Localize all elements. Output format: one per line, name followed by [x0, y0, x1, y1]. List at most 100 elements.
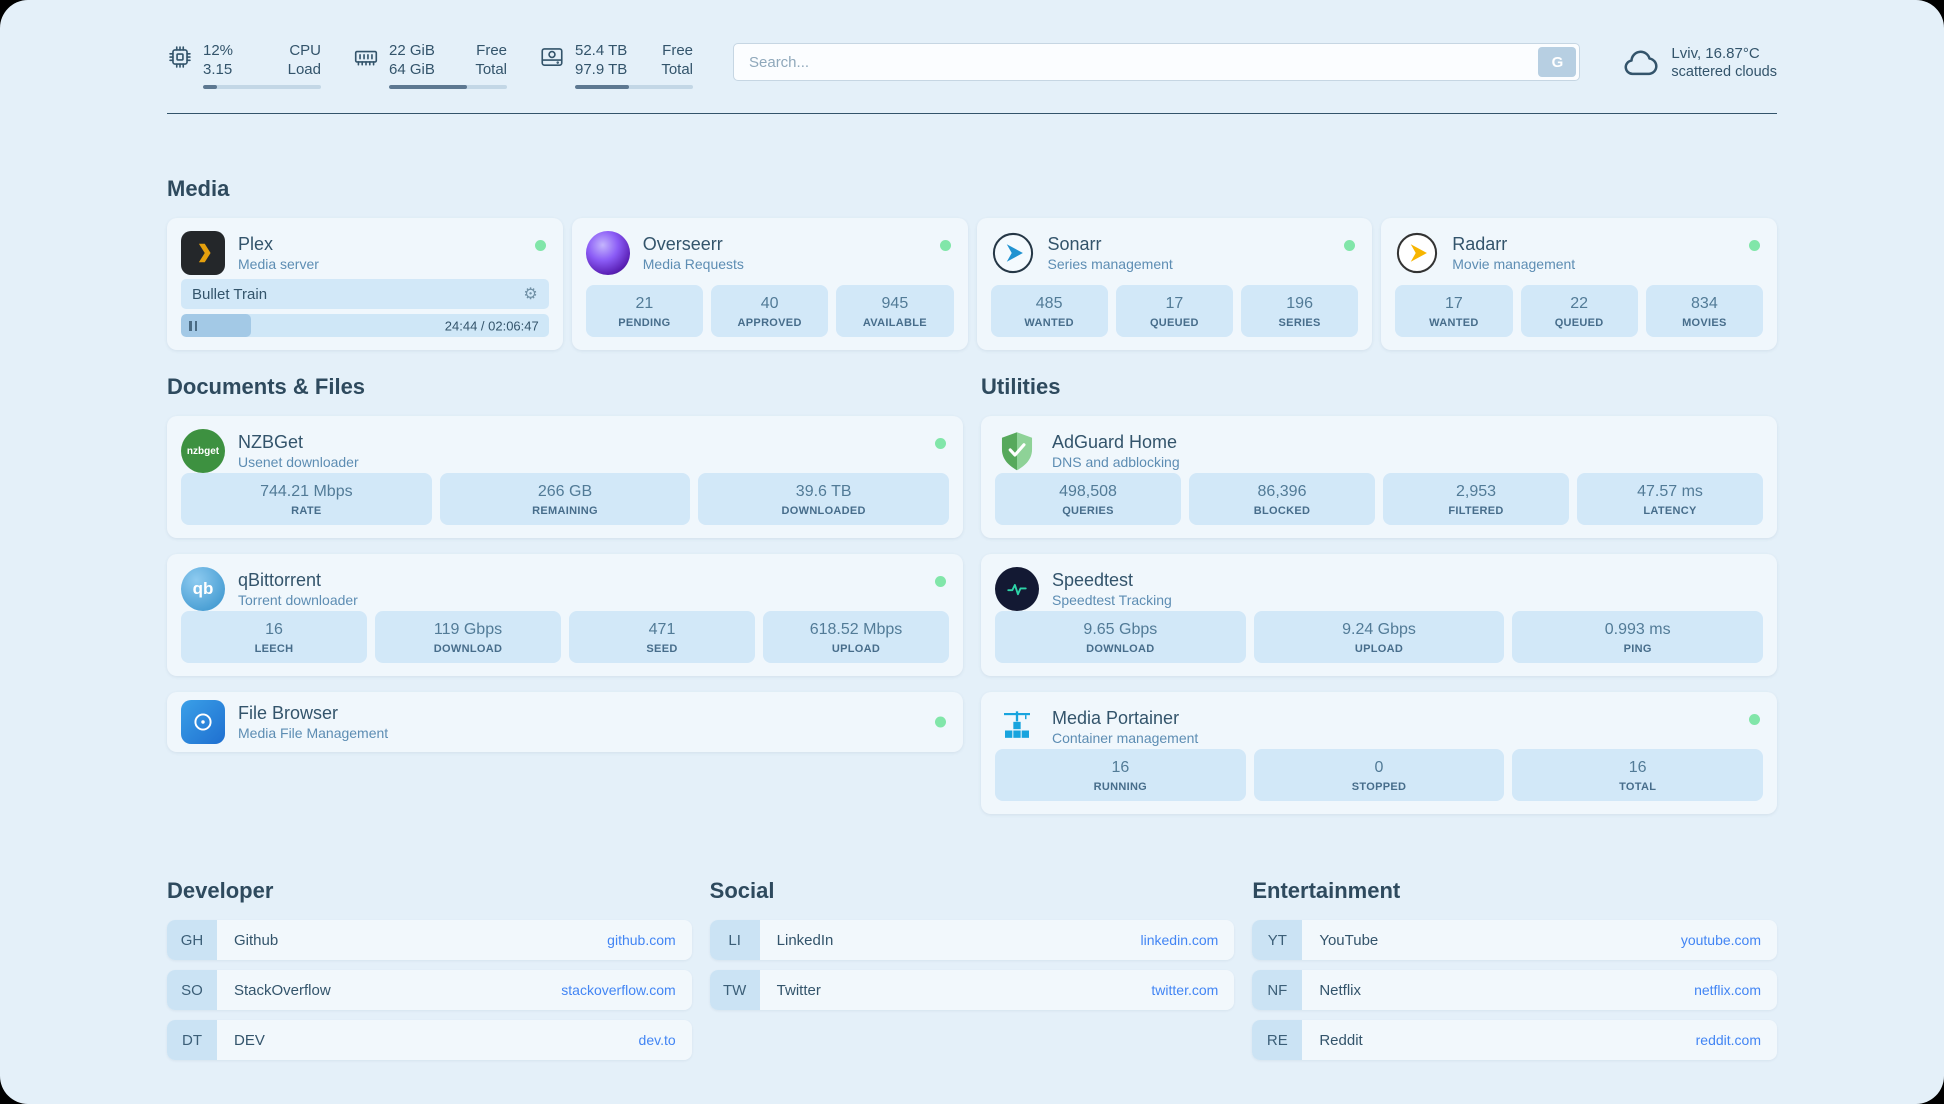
- stat-value: 16: [1111, 759, 1130, 776]
- bookmark-abbr: DT: [167, 1020, 217, 1060]
- weather-condition: scattered clouds: [1671, 64, 1777, 80]
- status-indicator: [935, 438, 946, 449]
- stat-value: 16: [1628, 759, 1647, 776]
- portainer-icon: [995, 705, 1039, 749]
- stat-label: STOPPED: [1351, 781, 1407, 793]
- cpu-usage-label: CPU: [289, 42, 321, 59]
- stat-block: 9.24 Gbps UPLOAD: [1253, 611, 1505, 663]
- status-indicator: [534, 240, 546, 251]
- stat-value: 744.21 Mbps: [260, 483, 353, 500]
- bookmark-group-entertainment: Entertainment YT YouTube youtube.com NF …: [1252, 878, 1777, 1070]
- service-card-filebrowser[interactable]: File Browser Media File Management: [167, 692, 963, 752]
- now-playing-widget: Bullet Train ⚙ 24:44 / 02:06:47: [181, 279, 549, 337]
- disk-progress-fill: [575, 85, 630, 89]
- stat-block: 0 STOPPED: [1253, 749, 1505, 801]
- service-name: Plex: [238, 234, 274, 254]
- stat-block: 618.52 Mbps UPLOAD: [763, 611, 949, 663]
- bookmark-abbr: TW: [709, 970, 760, 1010]
- disk-total-value: 97.9 TB: [575, 61, 628, 78]
- stat-block: 196 SERIES: [1241, 285, 1359, 337]
- stat-label: APPROVED: [737, 317, 802, 329]
- memory-free-value: 22 GiB: [389, 42, 435, 59]
- service-card-nzbget[interactable]: nzbget NZBGet Usenet downloader 744.21 M…: [167, 416, 963, 538]
- stat-label: SERIES: [1278, 317, 1321, 329]
- stat-value: 17: [1444, 295, 1463, 312]
- service-name: Overseerr: [642, 234, 723, 254]
- bookmark-netflix[interactable]: NF Netflix netflix.com: [1252, 970, 1777, 1010]
- stat-label: QUERIES: [1062, 505, 1114, 517]
- service-card-adguard[interactable]: AdGuard Home DNS and adblocking 498,508 Q…: [981, 416, 1777, 538]
- stat-value: 498,508: [1059, 483, 1117, 500]
- stat-block: 86,396 BLOCKED: [1189, 473, 1375, 525]
- stat-label: PING: [1623, 643, 1652, 655]
- stat-block: 744.21 Mbps RATE: [181, 473, 432, 525]
- stat-block: 16 RUNNING: [995, 749, 1246, 801]
- bookmark-domain: twitter.com: [1151, 982, 1219, 998]
- bookmark-name: Netflix: [1319, 981, 1362, 999]
- bookmark-abbr: RE: [1252, 1020, 1303, 1060]
- topbar-divider: [167, 113, 1777, 114]
- bookmark-heading-entertainment: Entertainment: [1252, 878, 1401, 903]
- bookmark-abbr: LI: [709, 920, 760, 960]
- pause-icon[interactable]: [189, 320, 197, 331]
- bookmark-group-social: Social LI LinkedIn linkedin.com TW Twitt…: [709, 878, 1235, 1070]
- cpu-icon: [169, 46, 191, 68]
- weather-widget: Lviv, 16.87°C scattered clouds: [1620, 43, 1777, 83]
- disk-free-label: Free: [662, 42, 693, 59]
- service-card-portainer[interactable]: Media Portainer Container management 16 R…: [981, 692, 1777, 814]
- search-input[interactable]: [733, 43, 1581, 81]
- stat-value: 86,396: [1257, 483, 1307, 500]
- disk-icon: [541, 48, 563, 66]
- service-card-speedtest[interactable]: Speedtest Speedtest Tracking 9.65 Gbps DO…: [981, 554, 1777, 676]
- disk-total-label: Total: [661, 61, 693, 78]
- radarr-icon: [1395, 231, 1439, 275]
- stat-block: 266 GB REMAINING: [439, 473, 691, 525]
- plex-icon: [181, 231, 225, 275]
- stat-block: 0.993 ms PING: [1512, 611, 1764, 663]
- top-bar: 12% CPU 3.15 Load 22 GiB Free 64 GiB Total: [167, 41, 1777, 89]
- bookmark-domain: netflix.com: [1694, 982, 1761, 998]
- status-indicator: [1344, 240, 1356, 251]
- disk-widget: 52.4 TB Free 97.9 TB Total: [539, 41, 693, 89]
- search-provider-button[interactable]: G: [1538, 47, 1577, 77]
- bookmark-youtube[interactable]: YT YouTube youtube.com: [1252, 920, 1777, 960]
- bookmark-name: Twitter: [776, 981, 821, 999]
- stat-label: WANTED: [1429, 317, 1479, 329]
- service-subtitle: DNS and adblocking: [1052, 454, 1180, 470]
- service-subtitle: Media server: [238, 256, 319, 272]
- bookmark-heading-developer: Developer: [167, 878, 274, 903]
- service-card-radarr[interactable]: Radarr Movie management 17 WANTED 22 QUEUE…: [1381, 218, 1777, 350]
- bookmark-twitter[interactable]: TW Twitter twitter.com: [709, 970, 1235, 1010]
- status-indicator: [935, 576, 946, 587]
- nzbget-icon: nzbget: [181, 429, 225, 473]
- playback-time: 24:44 / 02:06:47: [444, 318, 539, 333]
- service-card-sonarr[interactable]: Sonarr Series management 485 WANTED 17 QUE…: [976, 218, 1373, 350]
- bookmark-abbr: NF: [1252, 970, 1303, 1010]
- bookmark-linkedin[interactable]: LI LinkedIn linkedin.com: [709, 920, 1235, 960]
- bookmark-reddit[interactable]: RE Reddit reddit.com: [1252, 1020, 1777, 1060]
- service-card-qbittorrent[interactable]: qb qBittorrent Torrent downloader 16 LEEC…: [167, 554, 963, 676]
- gear-icon[interactable]: ⚙: [523, 286, 538, 303]
- service-card-plex[interactable]: Plex Media server Bullet Train ⚙ 24:44 /: [167, 218, 563, 350]
- bookmark-github[interactable]: GH Github github.com: [167, 920, 692, 960]
- bookmark-domain: dev.to: [638, 1032, 676, 1048]
- now-playing-title: Bullet Train: [192, 285, 268, 303]
- section-utilities: Utilities AdGuard Home: [981, 374, 1777, 814]
- stat-label: DOWNLOAD: [433, 643, 503, 655]
- bookmark-stackoverflow[interactable]: SO StackOverflow stackoverflow.com: [167, 970, 692, 1010]
- stat-label: BLOCKED: [1253, 505, 1311, 517]
- bookmark-dev[interactable]: DT DEV dev.to: [167, 1020, 692, 1060]
- cpu-usage-value: 12%: [203, 42, 234, 59]
- bookmark-domain: youtube.com: [1680, 932, 1761, 948]
- stat-value: 22: [1570, 295, 1589, 312]
- stat-label: DOWNLOAD: [1086, 643, 1155, 655]
- bookmark-abbr: SO: [167, 970, 217, 1010]
- service-card-overseerr[interactable]: Overseerr Media Requests 21 PENDING 40 APP…: [571, 218, 968, 350]
- disk-progress-bar: [575, 85, 693, 89]
- bookmark-domain: reddit.com: [1695, 1032, 1761, 1048]
- playback-progress-bar[interactable]: 24:44 / 02:06:47: [181, 314, 549, 337]
- status-indicator: [1749, 240, 1760, 251]
- service-name: File Browser: [238, 703, 339, 723]
- speedtest-icon: [995, 567, 1039, 611]
